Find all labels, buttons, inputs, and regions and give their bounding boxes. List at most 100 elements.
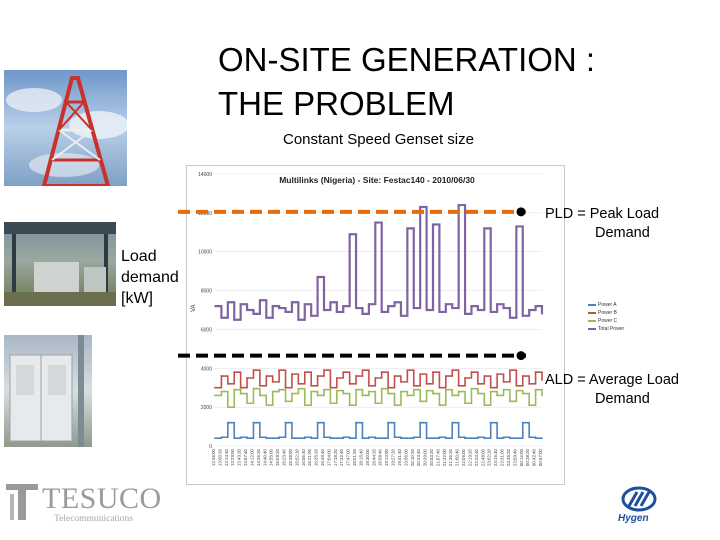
- data-point: [265, 375, 268, 377]
- data-point: [406, 227, 409, 230]
- data-point: [438, 386, 441, 389]
- load-demand-label: Load demand [kW]: [121, 246, 179, 309]
- data-point: [278, 369, 281, 372]
- data-point: [291, 437, 293, 440]
- data-point: [316, 394, 319, 397]
- data-point: [528, 404, 531, 407]
- data-point: [246, 402, 248, 405]
- data-point: [252, 312, 255, 315]
- slide-title: ON-SITE GENERATION : THE PROBLEM: [218, 38, 595, 126]
- y-tick-label: 12000: [198, 211, 212, 217]
- legend-entry: Total Power: [588, 325, 624, 333]
- title-line-2: THE PROBLEM: [218, 85, 455, 122]
- data-point: [291, 392, 293, 395]
- data-point: [374, 377, 377, 379]
- shelter-illustration: [4, 222, 116, 306]
- data-point: [451, 369, 454, 372]
- data-point: [483, 404, 486, 407]
- data-point: [387, 386, 390, 389]
- data-point: [438, 311, 441, 313]
- data-point: [464, 402, 466, 405]
- data-point: [515, 389, 518, 392]
- data-point: [335, 311, 338, 313]
- data-point: [502, 380, 505, 383]
- hygen-logo: Hygen: [613, 486, 663, 528]
- ylabel-line-3: [kW]: [121, 290, 153, 307]
- x-tick-label: 21:07:40: [435, 448, 440, 466]
- data-point: [457, 204, 460, 206]
- x-tick-label: 23:31:00: [500, 448, 505, 466]
- x-tick-label: 00:28:20: [525, 448, 530, 466]
- data-point: [464, 312, 466, 315]
- tesuco-wordmark: TESUCO: [42, 482, 162, 515]
- data-point: [483, 227, 486, 230]
- data-point: [425, 389, 428, 392]
- series-power-a: [214, 421, 543, 440]
- data-point: [476, 392, 479, 395]
- legend-labels: Power A Power B Power C Total Power: [588, 301, 624, 333]
- data-point: [521, 421, 524, 424]
- data-point: [220, 316, 223, 319]
- x-tick-label: 14:40:40: [262, 448, 267, 466]
- x-tick-label: 15:52:20: [294, 448, 299, 466]
- x-tick-label: 15:23:40: [282, 448, 287, 466]
- data-point: [310, 437, 313, 440]
- data-point: [406, 437, 409, 440]
- data-point: [515, 437, 518, 440]
- data-point: [284, 400, 287, 403]
- data-point: [521, 375, 524, 377]
- data-point: [226, 421, 229, 424]
- data-point: [451, 394, 454, 397]
- data-point: [496, 437, 499, 440]
- series-power-b: [214, 369, 543, 389]
- data-point: [419, 373, 422, 376]
- data-point: [496, 303, 499, 306]
- y-tick-label: 14000: [198, 172, 212, 178]
- legend-swatch: [588, 328, 596, 330]
- data-point: [374, 437, 377, 440]
- data-point: [335, 389, 338, 392]
- data-point: [483, 437, 486, 440]
- x-tick-label: 16:06:40: [301, 448, 306, 466]
- data-point: [220, 375, 223, 377]
- data-point: [239, 436, 242, 439]
- data-point: [515, 225, 518, 228]
- data-point: [310, 384, 313, 387]
- data-point: [342, 436, 345, 439]
- data-point: [239, 386, 242, 389]
- data-point: [233, 388, 236, 391]
- cabinet-illustration: [9, 335, 84, 447]
- data-point: [323, 436, 325, 439]
- x-tick-label: 16:35:20: [314, 448, 319, 466]
- data-point: [226, 382, 229, 385]
- slide-subtitle: Constant Speed Genset size: [283, 131, 474, 148]
- data-point: [361, 369, 364, 372]
- data-point: [489, 421, 492, 424]
- data-point: [400, 390, 402, 393]
- x-tick-label: 16:49:40: [320, 448, 325, 466]
- data-point: [252, 369, 255, 372]
- data-point: [541, 379, 543, 381]
- data-point: [470, 437, 473, 440]
- data-point: [252, 387, 255, 390]
- data-point: [515, 384, 518, 387]
- data-point: [284, 421, 287, 424]
- ylabel-line-2: demand: [121, 269, 179, 286]
- x-tick-label: 19:13:00: [384, 448, 389, 466]
- data-point: [323, 369, 325, 372]
- data-point: [534, 371, 537, 374]
- data-point: [438, 404, 441, 407]
- data-point: [258, 384, 261, 387]
- data-point: [361, 394, 364, 397]
- series-line: [215, 421, 542, 440]
- data-point: [470, 371, 473, 374]
- data-point: [323, 388, 325, 391]
- data-point: [342, 371, 345, 374]
- x-tick-label: 17:04:00: [326, 448, 331, 466]
- ald-callout-line-2: Demand: [595, 391, 650, 407]
- x-tick-label: 13:14:40: [224, 448, 229, 466]
- data-point: [246, 377, 248, 379]
- data-point: [489, 386, 492, 389]
- x-tick-label: 13:43:20: [237, 448, 242, 466]
- x-tick-label: 23:59:40: [512, 448, 517, 466]
